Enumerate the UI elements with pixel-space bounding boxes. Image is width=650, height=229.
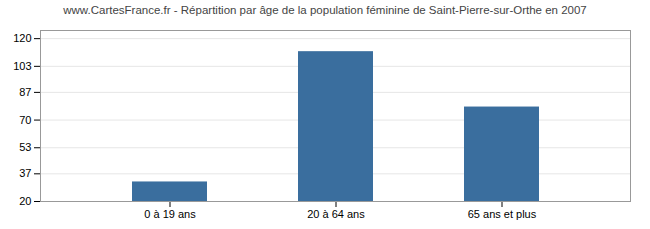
svg-text:87: 87 [19,86,31,98]
svg-text:65 ans et plus: 65 ans et plus [468,208,537,220]
svg-text:20 à 64 ans: 20 à 64 ans [307,208,365,220]
svg-text:103: 103 [13,60,31,72]
svg-text:70: 70 [19,113,31,125]
svg-text:120: 120 [13,32,31,44]
svg-text:20: 20 [19,195,31,207]
html-text:www.CartesFrance.fr - Répartit: www.CartesFrance.fr - Répartition par âg… [63,4,587,16]
svg-text:0 à 19 ans: 0 à 19 ans [144,208,196,220]
svg-text:53: 53 [19,141,31,153]
svg-text:37: 37 [19,167,31,179]
